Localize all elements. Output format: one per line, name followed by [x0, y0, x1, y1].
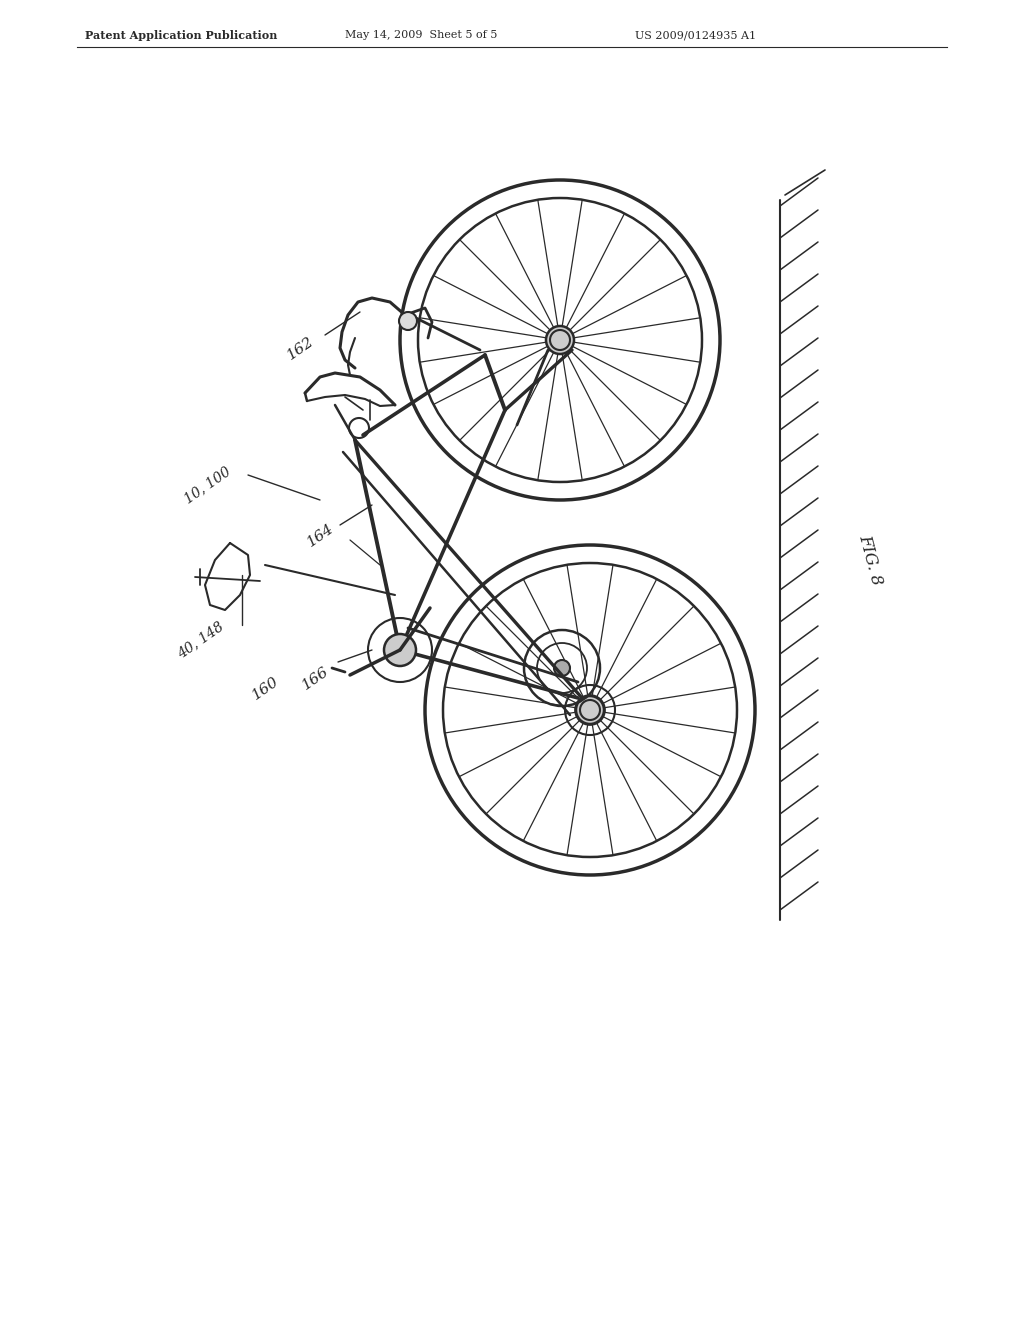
- Circle shape: [399, 312, 417, 330]
- Circle shape: [546, 326, 574, 354]
- Text: May 14, 2009  Sheet 5 of 5: May 14, 2009 Sheet 5 of 5: [345, 30, 498, 40]
- Text: FIG. 8: FIG. 8: [855, 533, 885, 587]
- Circle shape: [384, 634, 416, 667]
- Circle shape: [575, 696, 604, 723]
- Circle shape: [554, 660, 570, 676]
- Text: 164: 164: [305, 521, 337, 549]
- Text: 160: 160: [250, 675, 282, 702]
- Text: 10, 100: 10, 100: [182, 465, 233, 506]
- Text: Patent Application Publication: Patent Application Publication: [85, 30, 278, 41]
- Text: 40, 148: 40, 148: [175, 619, 226, 661]
- Text: 162: 162: [285, 334, 317, 362]
- Text: US 2009/0124935 A1: US 2009/0124935 A1: [635, 30, 756, 40]
- Text: 166: 166: [300, 664, 332, 692]
